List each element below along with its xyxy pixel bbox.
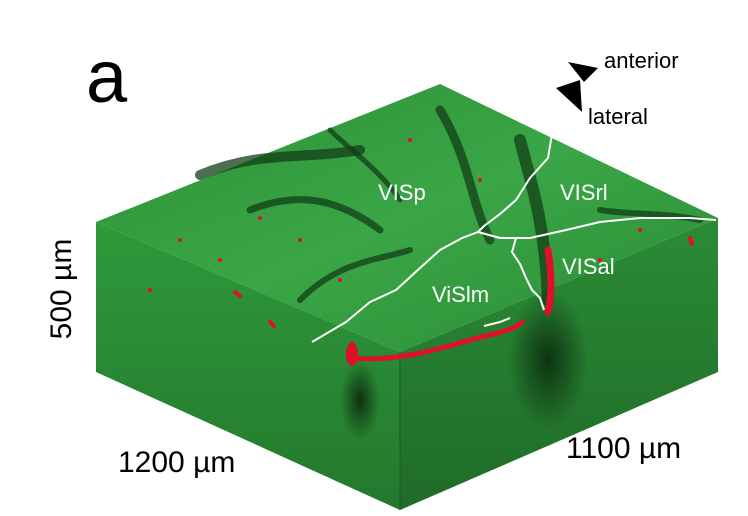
red-vessels: [233, 236, 694, 366]
depth-dimension: 500 µm: [45, 238, 78, 340]
deep-shadow-2: [340, 360, 380, 440]
lateral-arrow-icon: [556, 80, 582, 112]
lateral-label: lateral: [588, 104, 648, 129]
left-face: [96, 222, 400, 510]
red-dots: [148, 138, 642, 292]
anterior-arrow-icon: [568, 62, 598, 82]
area-label-visp: VISp: [378, 180, 426, 205]
area-boundaries: [311, 133, 717, 343]
right-edge-dimension: 1100 µm: [566, 432, 682, 465]
top-face: [96, 84, 718, 352]
area-label-visal: VISal: [562, 254, 615, 279]
anterior-label: anterior: [604, 48, 679, 73]
area-label-visrl: VISrl: [560, 180, 608, 205]
area-label-vislm: ViSlm: [432, 282, 490, 307]
panel-letter: a: [86, 35, 128, 118]
vessel-shadows: [195, 105, 703, 306]
orientation-arrows: [556, 62, 598, 112]
left-edge-dimension: 1200 µm: [118, 446, 236, 479]
deep-shadow: [508, 290, 588, 430]
